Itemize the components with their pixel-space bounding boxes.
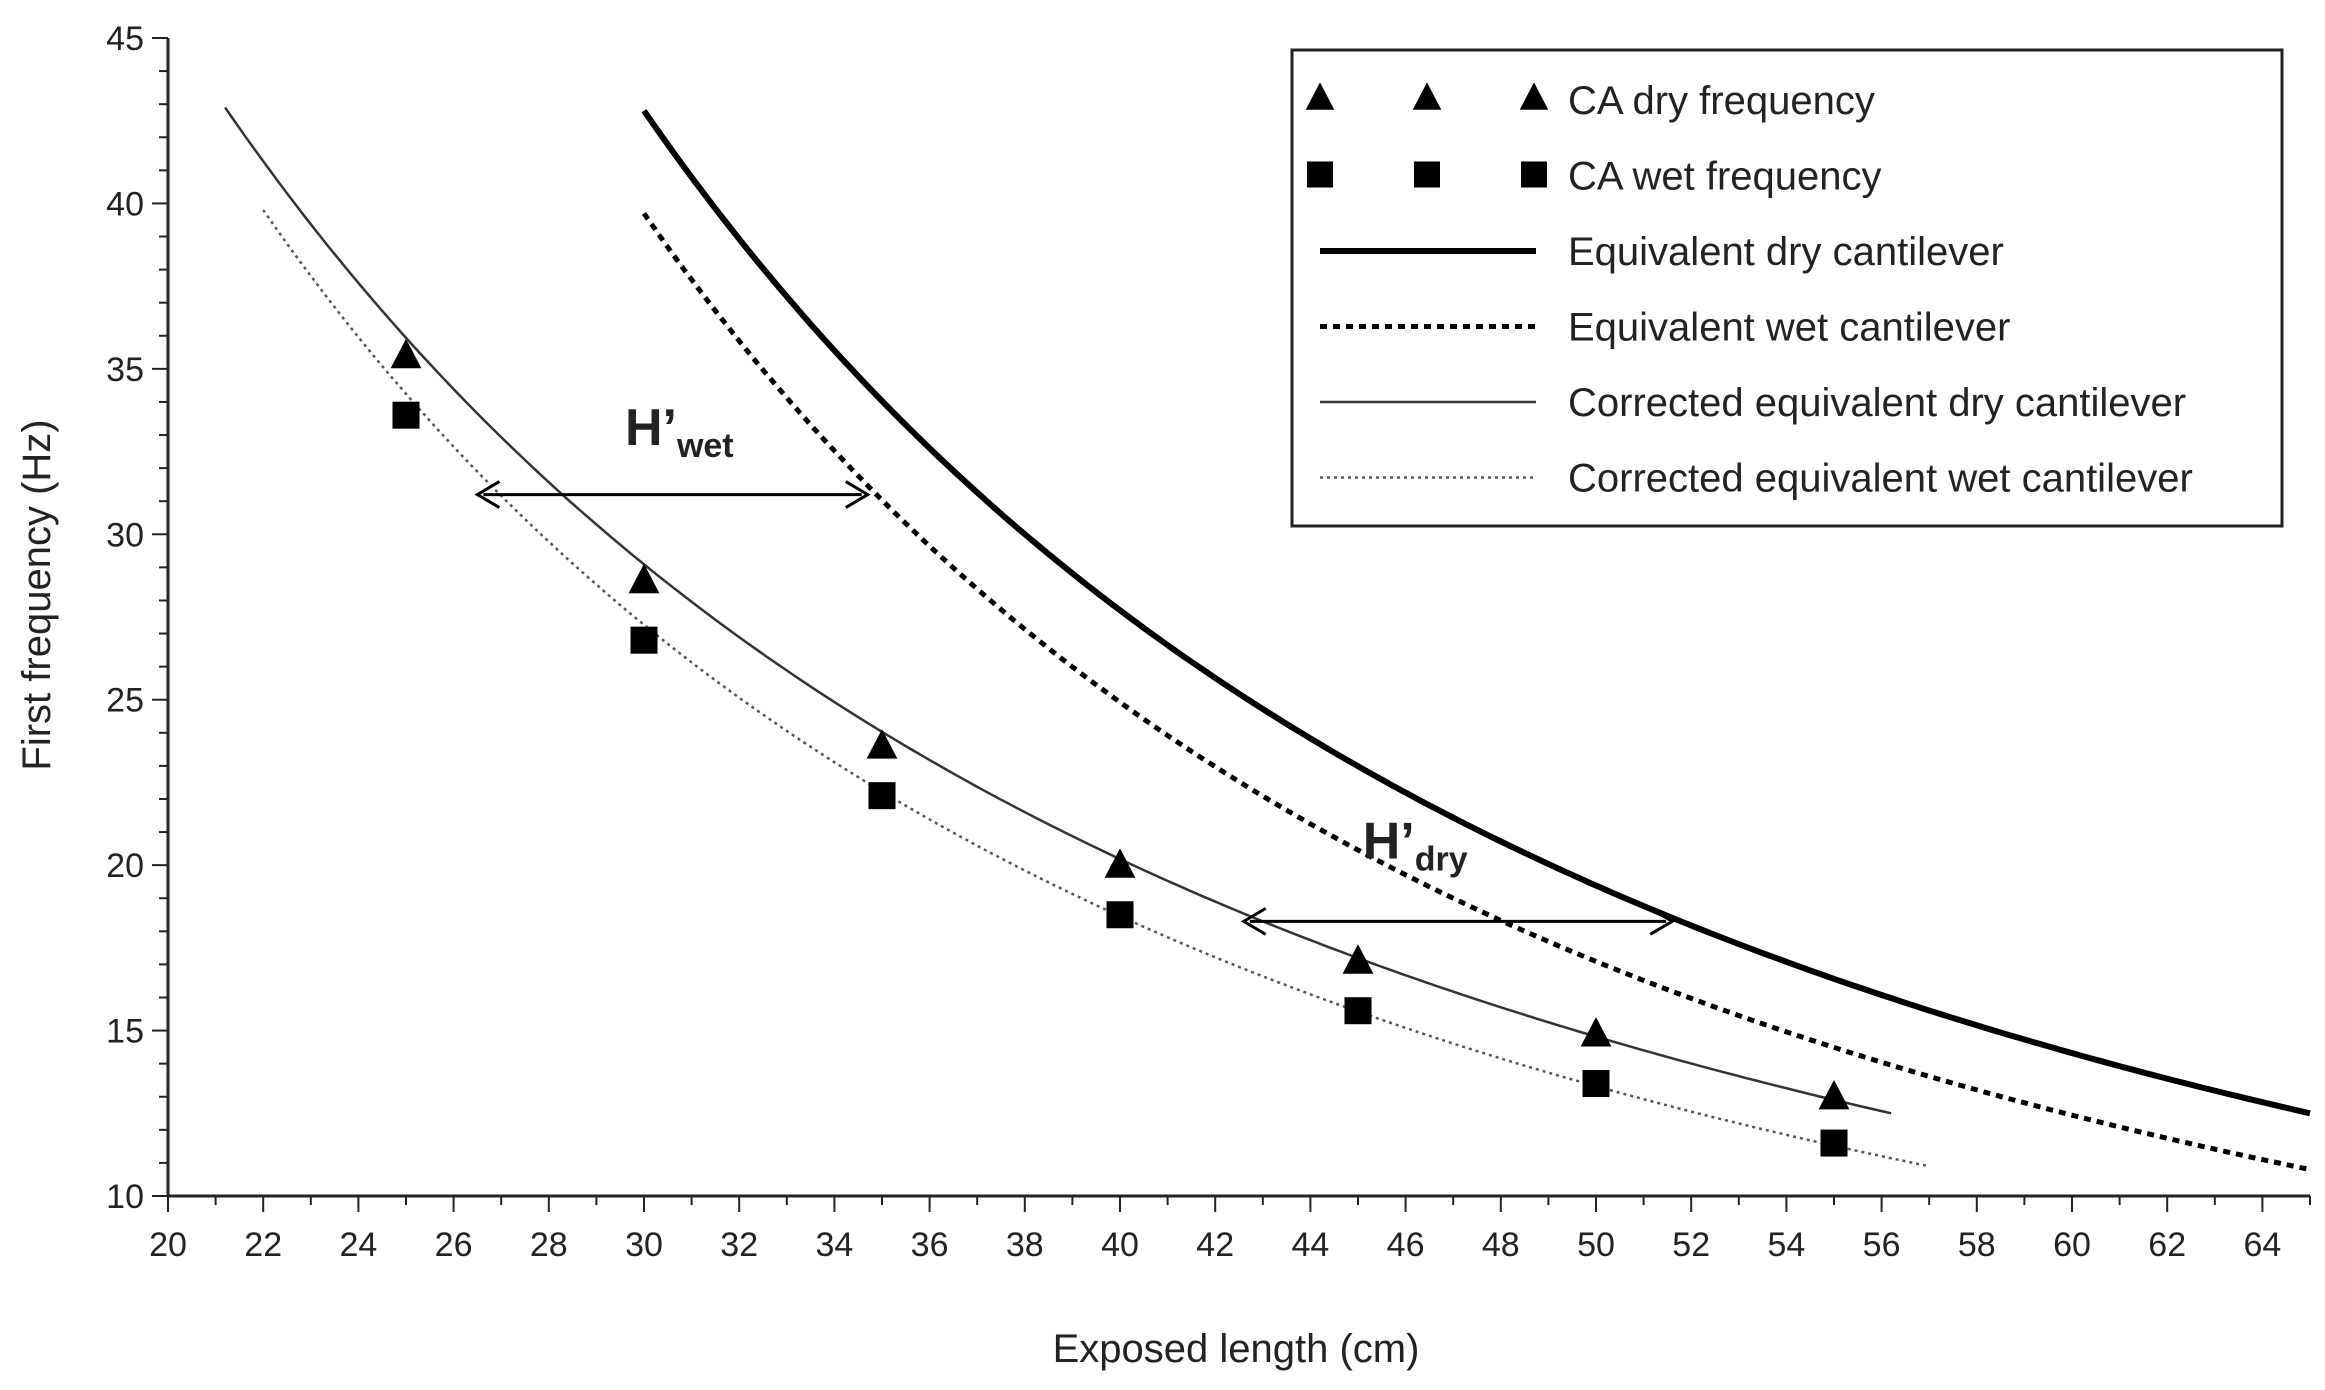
- y-tick-label: 25: [106, 682, 144, 720]
- series-markers: [390, 338, 1850, 1157]
- ca-dry-point: [1580, 1017, 1612, 1047]
- y-tick-label: 40: [106, 185, 144, 223]
- x-tick-label: 56: [1863, 1226, 1901, 1264]
- y-tick-label: 20: [106, 847, 144, 885]
- x-tick-label: 36: [911, 1226, 949, 1264]
- ca-wet-point: [1582, 1070, 1610, 1098]
- h-dry-label: H’dry: [1363, 813, 1468, 879]
- y-tick-label: 10: [106, 1178, 144, 1216]
- x-tick-label: 54: [1767, 1226, 1805, 1264]
- x-tick-label: 26: [435, 1226, 473, 1264]
- legend-square-marker: [1307, 161, 1333, 188]
- x-tick-label: 46: [1387, 1226, 1425, 1264]
- ca-wet-point: [1106, 901, 1134, 929]
- x-tick-label: 34: [815, 1226, 853, 1264]
- ca-wet-point: [1344, 997, 1372, 1025]
- corrected-equivalent-dry-cantilever-line: [224, 106, 1892, 1115]
- x-tick-label: 30: [625, 1226, 663, 1264]
- x-tick-label: 40: [1101, 1226, 1139, 1264]
- x-tick-label: 38: [1006, 1226, 1044, 1264]
- plot-frame: [166, 38, 2310, 1198]
- x-tick-label: 22: [244, 1226, 282, 1264]
- h-wet-arrow-head-left: [474, 480, 501, 509]
- x-tick-label: 44: [1291, 1226, 1329, 1264]
- x-axis: 20 22 24 26 28 30 32 34 36 38 40 42 44 46 48 50 52 54 56 58…: [149, 1196, 2311, 1264]
- h-dry-arrow-head-right: [1649, 907, 1676, 936]
- x-tick-label: 24: [339, 1226, 377, 1264]
- h-dry-arrow-head-left: [1240, 907, 1267, 936]
- ca-dry-point: [866, 729, 898, 759]
- x-tick-label: 32: [720, 1226, 758, 1264]
- legend-triangle-marker: [1519, 82, 1549, 110]
- y-axis: 10 15 20 25 30 35 40 45: [106, 20, 168, 1216]
- ca-dry-point: [1342, 944, 1374, 974]
- legend-box: [1290, 48, 2284, 528]
- series-lines: [224, 106, 2311, 1172]
- ca-wet-point: [1820, 1129, 1848, 1157]
- h-wet-label: H’wet: [625, 399, 734, 465]
- equivalent-dry-cantilever-line: [641, 109, 2311, 1117]
- legend-triangle-marker: [1412, 82, 1442, 110]
- y-tick-label: 35: [106, 351, 144, 389]
- legend-triangle-marker: [1305, 82, 1335, 110]
- ca-wet-point: [868, 782, 896, 810]
- x-tick-label: 62: [2148, 1226, 2186, 1264]
- legend-label-equivalent-wet-cantilever: Equivalent wet cantilever: [1568, 306, 2010, 350]
- ca-dry-point: [390, 338, 422, 369]
- x-tick-label: 64: [2243, 1226, 2281, 1264]
- y-axis-title: First frequency (Hz): [15, 419, 59, 770]
- legend-label-ca-dry-frequency: CA dry frequency: [1568, 79, 1875, 123]
- legend-label-ca-wet-frequency: CA wet frequency: [1568, 155, 1882, 199]
- legend: CA dry frequency CA wet frequency Equivale…: [1290, 48, 2284, 528]
- ca-dry-point: [628, 563, 660, 594]
- x-tick-label: 28: [530, 1226, 568, 1264]
- x-tick-label: 58: [1958, 1226, 1996, 1264]
- x-tick-label: 60: [2053, 1226, 2091, 1264]
- h-wet-arrow-head-right: [844, 480, 871, 509]
- h-wet-label-subscript: wet: [676, 427, 734, 465]
- legend-label-corrected-equivalent-dry-cantilever: Corrected equivalent dry cantilever: [1568, 381, 2186, 425]
- annotations: H’wet H’dry: [474, 399, 1676, 936]
- y-tick-label: 45: [106, 20, 144, 58]
- x-tick-label: 52: [1672, 1226, 1710, 1264]
- x-axis-title: Exposed length (cm): [1053, 1327, 1420, 1371]
- y-tick-label: 15: [106, 1013, 144, 1051]
- x-tick-label: 20: [149, 1226, 187, 1264]
- ca-wet-point: [392, 401, 420, 429]
- ca-dry-point: [1104, 848, 1136, 878]
- legend-label-corrected-equivalent-wet-cantilever: Corrected equivalent wet cantilever: [1568, 457, 2193, 501]
- legend-label-equivalent-dry-cantilever: Equivalent dry cantilever: [1568, 230, 2004, 274]
- x-tick-label: 42: [1196, 1226, 1234, 1264]
- corrected-equivalent-wet-cantilever-line: [262, 209, 1930, 1168]
- y-tick-label: 30: [106, 516, 144, 554]
- x-tick-label: 48: [1482, 1226, 1520, 1264]
- h-dry-label-subscript: dry: [1415, 841, 1468, 879]
- legend-square-marker: [1521, 161, 1547, 188]
- legend-square-marker: [1414, 161, 1440, 188]
- ca-wet-point: [630, 626, 658, 654]
- ca-dry-point: [1818, 1079, 1850, 1110]
- x-tick-label: 50: [1577, 1226, 1615, 1264]
